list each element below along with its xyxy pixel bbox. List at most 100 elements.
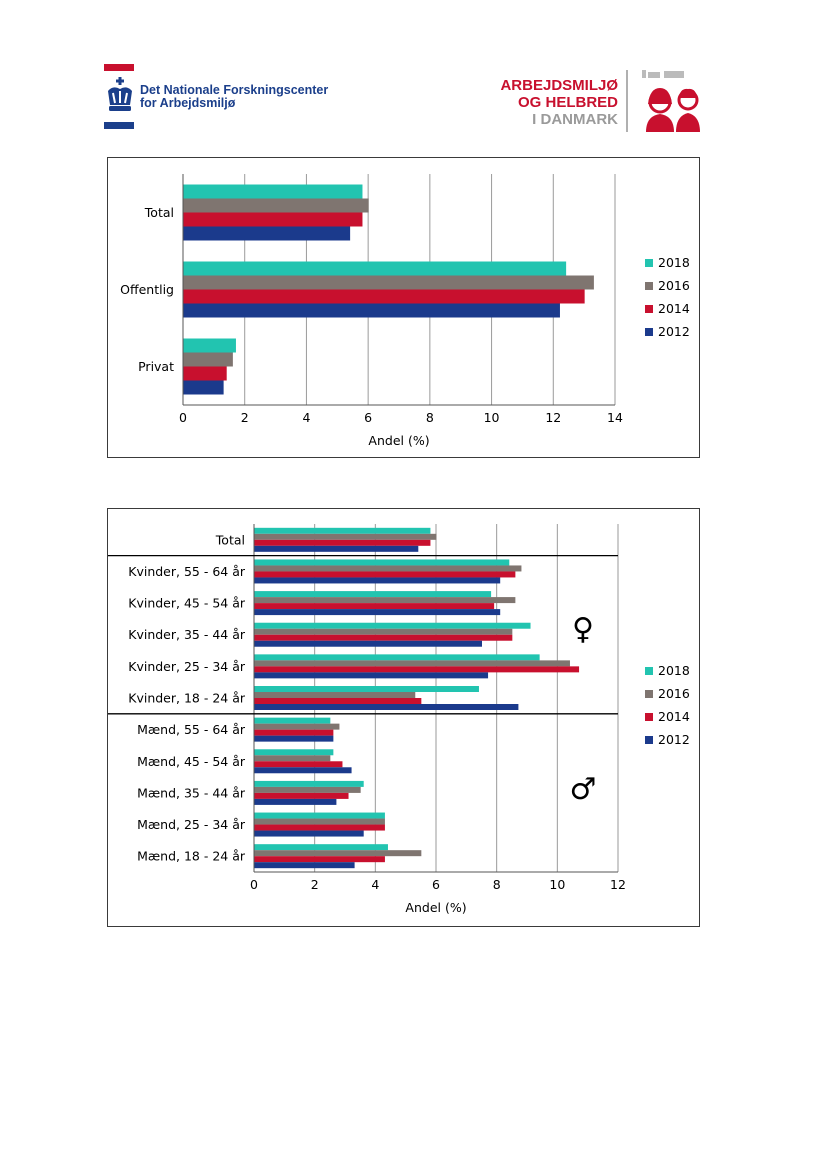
chart-sector-svg: 0 2 4 6 8 10 12 14 Andel (%) Total Offentlig Privat…	[120, 174, 690, 448]
bar-2014-kvinder-35-44-år	[254, 634, 513, 641]
bar-2018-mænd-25-34-år	[254, 812, 385, 819]
bar-2018-kvinder-45-54-år	[254, 591, 492, 598]
bar-2018-kvinder-55-64-år	[254, 559, 510, 566]
x-axis-label: Andel (%)	[368, 433, 429, 448]
crown-icon	[108, 77, 132, 111]
legend-swatch-2018	[645, 259, 653, 267]
bar-2012-kvinder-25-34-år	[254, 672, 489, 679]
bar-2012-kvinder-45-54-år	[254, 609, 501, 616]
bar-2012-offentlig	[183, 303, 560, 318]
bar-2016-mænd-55-64-år	[254, 723, 340, 730]
x-tick-label: 10	[549, 877, 565, 892]
bar-2014-mænd-55-64-år	[254, 729, 334, 736]
chart-gender-age: 0 2 4 6 8 10 12 Andel (%) Total Kvinder, 55 - 64 …	[107, 508, 700, 927]
legend-label-2014: 2014	[658, 709, 690, 724]
category-label: Offentlig	[120, 282, 174, 297]
bar-2012-kvinder-35-44-år	[254, 640, 482, 647]
bar-2012-mænd-55-64-år	[254, 735, 334, 742]
logo-divider	[626, 70, 628, 132]
bar-2016-offentlig	[183, 275, 594, 290]
bar-2014-mænd-18-24-år	[254, 856, 385, 863]
bar-2012-privat	[183, 380, 224, 395]
x-tick-label: 0	[250, 877, 258, 892]
legend-swatch-2016	[645, 690, 653, 698]
bar-2016-mænd-18-24-år	[254, 850, 422, 857]
category-label: Kvinder, 55 - 64 år	[128, 564, 246, 579]
bar-2014-privat	[183, 366, 227, 381]
chart-sector: 0 2 4 6 8 10 12 14 Andel (%) Total Offentlig Privat…	[107, 157, 700, 458]
bar-2018-kvinder-25-34-år	[254, 654, 540, 661]
legend-label-2018: 2018	[658, 255, 690, 270]
bar-2012-kvinder-18-24-år	[254, 704, 519, 710]
bar-2018-kvinder-18-24-år	[254, 686, 479, 692]
x-tick-label: 8	[426, 410, 434, 425]
x-tick-label: 2	[241, 410, 249, 425]
x-tick-label: 0	[179, 410, 187, 425]
logo-stripe-blue	[104, 122, 134, 129]
x-tick-label: 2	[311, 877, 319, 892]
category-label: Kvinder, 35 - 44 år	[128, 627, 246, 642]
logo-text-i-danmark: I DANMARK	[532, 111, 618, 128]
category-label: Mænd, 18 - 24 år	[137, 849, 246, 864]
category-label: Mænd, 25 - 34 år	[137, 817, 246, 832]
bar-2018-total	[183, 184, 363, 199]
bar-2012-mænd-18-24-år	[254, 862, 355, 869]
x-axis-label: Andel (%)	[405, 900, 466, 915]
bar-2014-offentlig	[183, 289, 585, 304]
bar-2016-privat	[183, 352, 233, 367]
bar-2016-kvinder-45-54-år	[254, 597, 516, 604]
x-tick-label: 10	[484, 410, 500, 425]
category-label: Total	[215, 532, 245, 547]
logo-text-line1: Det Nationale Forskningscenter	[140, 83, 329, 97]
female-symbol-icon: ♀	[572, 612, 594, 647]
logo-text-og-helbred: OG HELBRED	[517, 94, 618, 111]
male-symbol-icon: ♂	[570, 772, 597, 807]
category-label: Privat	[138, 359, 174, 374]
x-tick-label: 4	[371, 877, 379, 892]
bar-2016-total	[183, 198, 369, 213]
bar-2012-mænd-45-54-år	[254, 767, 352, 774]
bar-2016-kvinder-25-34-år	[254, 660, 570, 667]
legend-label-2018: 2018	[658, 663, 690, 678]
logo-text-arbejdsmiljo: ARBEJDSMILJØ	[500, 77, 618, 94]
x-tick-label: 4	[302, 410, 310, 425]
legend-swatch-2012	[645, 736, 653, 744]
nfa-logo: Det Nationale Forskningscenter for Arbej…	[104, 64, 344, 130]
legend-label-2014: 2014	[658, 301, 690, 316]
bar-2014-mænd-45-54-år	[254, 761, 343, 768]
legend-swatch-2014	[645, 713, 653, 721]
bar-2014-total	[254, 539, 431, 546]
bar-2012-mænd-25-34-år	[254, 830, 364, 837]
bar-2016-kvinder-55-64-år	[254, 565, 522, 572]
bar-2014-kvinder-25-34-år	[254, 666, 580, 673]
legend-label-2012: 2012	[658, 732, 690, 747]
chart-gender-age-svg: 0 2 4 6 8 10 12 Andel (%) Total Kvinder, 55 - 64 …	[108, 524, 690, 915]
category-label: Total	[144, 205, 174, 220]
bar-2018-mænd-35-44-år	[254, 780, 364, 787]
x-tick-label: 8	[493, 877, 501, 892]
legend-label-2016: 2016	[658, 278, 690, 293]
bar-2012-total	[183, 226, 351, 241]
category-label: Mænd, 55 - 64 år	[137, 722, 246, 737]
bar-2016-mænd-25-34-år	[254, 818, 385, 825]
bar-2018-offentlig	[183, 261, 567, 276]
bar-2016-mænd-35-44-år	[254, 786, 361, 793]
bar-2014-mænd-25-34-år	[254, 824, 385, 831]
bar-2014-kvinder-45-54-år	[254, 603, 495, 610]
legend-swatch-2014	[645, 305, 653, 313]
x-tick-label: 12	[545, 410, 561, 425]
legend-label-2016: 2016	[658, 686, 690, 701]
bar-2014-total	[183, 212, 363, 227]
x-tick-label: 6	[432, 877, 440, 892]
bar-2018-mænd-55-64-år	[254, 717, 331, 724]
category-label: Mænd, 45 - 54 år	[137, 754, 246, 769]
bar-2016-kvinder-35-44-år	[254, 628, 513, 635]
x-tick-label: 14	[607, 410, 623, 425]
bar-2012-total	[254, 545, 419, 552]
bar-2018-mænd-18-24-år	[254, 844, 388, 851]
bar-2016-kvinder-18-24-år	[254, 692, 416, 698]
x-tick-label: 12	[610, 877, 626, 892]
workers-icon	[642, 70, 700, 132]
bar-2014-kvinder-18-24-år	[254, 698, 422, 704]
x-tick-label: 6	[364, 410, 372, 425]
